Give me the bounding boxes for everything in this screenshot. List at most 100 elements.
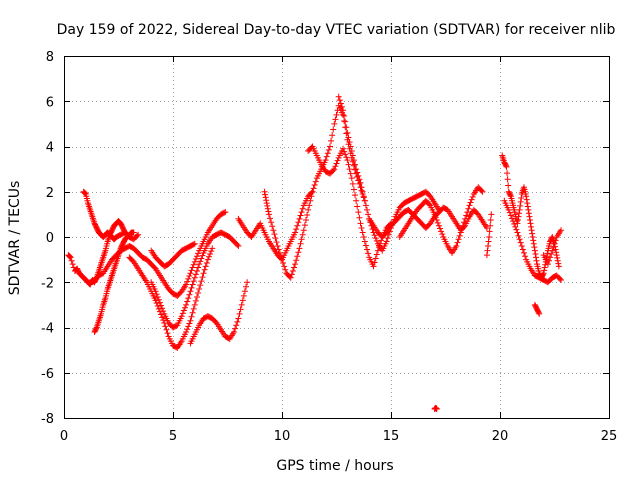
data-point bbox=[154, 303, 161, 310]
data-point bbox=[505, 182, 512, 189]
data-point bbox=[478, 187, 485, 194]
data-point bbox=[191, 258, 198, 265]
data-point bbox=[373, 237, 380, 244]
data-point bbox=[334, 157, 341, 164]
series-track-d bbox=[87, 209, 229, 299]
data-point bbox=[503, 163, 510, 170]
data-point bbox=[459, 222, 466, 229]
data-point bbox=[268, 219, 275, 226]
data-point bbox=[287, 274, 294, 281]
data-point bbox=[517, 202, 524, 209]
data-point bbox=[484, 247, 491, 254]
data-point bbox=[434, 219, 441, 226]
data-point bbox=[533, 257, 540, 264]
data-point bbox=[507, 192, 514, 199]
data-point bbox=[191, 274, 198, 281]
data-point bbox=[551, 240, 558, 247]
data-point bbox=[183, 281, 190, 288]
data-point bbox=[299, 205, 306, 212]
data-point bbox=[352, 161, 359, 168]
data-point bbox=[372, 255, 379, 262]
data-point bbox=[189, 264, 196, 271]
data-point bbox=[540, 271, 547, 278]
data-point bbox=[308, 193, 315, 200]
data-point bbox=[243, 283, 250, 290]
data-point bbox=[234, 241, 241, 248]
data-point bbox=[536, 310, 543, 317]
data-point bbox=[239, 297, 246, 304]
x-tick-label: 15 bbox=[383, 429, 400, 444]
data-point bbox=[370, 263, 377, 270]
data-point bbox=[331, 120, 338, 127]
data-point bbox=[435, 222, 442, 229]
data-point bbox=[356, 176, 363, 183]
data-point bbox=[354, 203, 361, 210]
data-point bbox=[310, 185, 317, 192]
data-point bbox=[355, 172, 362, 179]
data-point bbox=[343, 124, 350, 131]
data-point bbox=[235, 315, 242, 322]
data-point bbox=[209, 245, 216, 252]
data-point bbox=[262, 191, 269, 198]
data-point bbox=[302, 217, 309, 224]
data-point bbox=[296, 215, 303, 222]
data-point bbox=[297, 212, 304, 219]
data-point bbox=[294, 222, 301, 229]
data-point bbox=[265, 211, 272, 218]
data-point bbox=[512, 223, 519, 230]
data-point bbox=[355, 209, 362, 216]
data-point bbox=[328, 137, 335, 144]
data-point bbox=[288, 271, 295, 278]
data-point bbox=[485, 238, 492, 245]
data-point bbox=[485, 243, 492, 250]
data-point bbox=[437, 225, 444, 232]
data-point bbox=[195, 250, 202, 257]
data-point bbox=[187, 317, 194, 324]
data-point bbox=[195, 289, 202, 296]
data-point bbox=[160, 317, 167, 324]
data-point bbox=[462, 215, 469, 222]
data-point bbox=[292, 229, 299, 236]
data-point bbox=[525, 206, 532, 213]
data-point bbox=[467, 199, 474, 206]
data-point bbox=[135, 231, 142, 238]
data-point bbox=[544, 250, 551, 257]
data-point bbox=[348, 148, 355, 155]
data-point bbox=[456, 232, 463, 239]
data-point bbox=[190, 278, 197, 285]
data-point bbox=[236, 310, 243, 317]
data-point bbox=[190, 241, 197, 248]
data-point bbox=[329, 132, 336, 139]
data-point bbox=[350, 186, 357, 193]
data-point bbox=[524, 200, 531, 207]
data-point bbox=[272, 235, 279, 242]
data-point bbox=[519, 246, 526, 253]
x-axis-label: GPS time / hours bbox=[276, 458, 393, 474]
data-point bbox=[184, 326, 191, 333]
data-point bbox=[553, 252, 560, 259]
data-point bbox=[269, 223, 276, 230]
data-point bbox=[338, 103, 345, 110]
data-point bbox=[276, 249, 283, 256]
data-point bbox=[463, 212, 470, 219]
data-point bbox=[270, 227, 277, 234]
data-point bbox=[362, 242, 369, 249]
data-point bbox=[190, 261, 197, 268]
data-point bbox=[518, 243, 525, 250]
data-point bbox=[426, 201, 433, 208]
data-point bbox=[197, 282, 204, 289]
data-point bbox=[290, 264, 297, 271]
data-point bbox=[208, 248, 215, 255]
data-point bbox=[153, 300, 160, 307]
data-point bbox=[332, 163, 339, 170]
data-point bbox=[513, 226, 520, 233]
data-point bbox=[554, 254, 561, 261]
x-tick-label: 25 bbox=[601, 429, 618, 444]
data-point bbox=[383, 238, 390, 245]
data-point bbox=[508, 215, 515, 222]
data-point bbox=[362, 202, 369, 209]
data-point bbox=[555, 260, 562, 267]
data-point bbox=[195, 264, 202, 271]
data-point bbox=[438, 228, 445, 235]
data-point bbox=[364, 206, 371, 213]
